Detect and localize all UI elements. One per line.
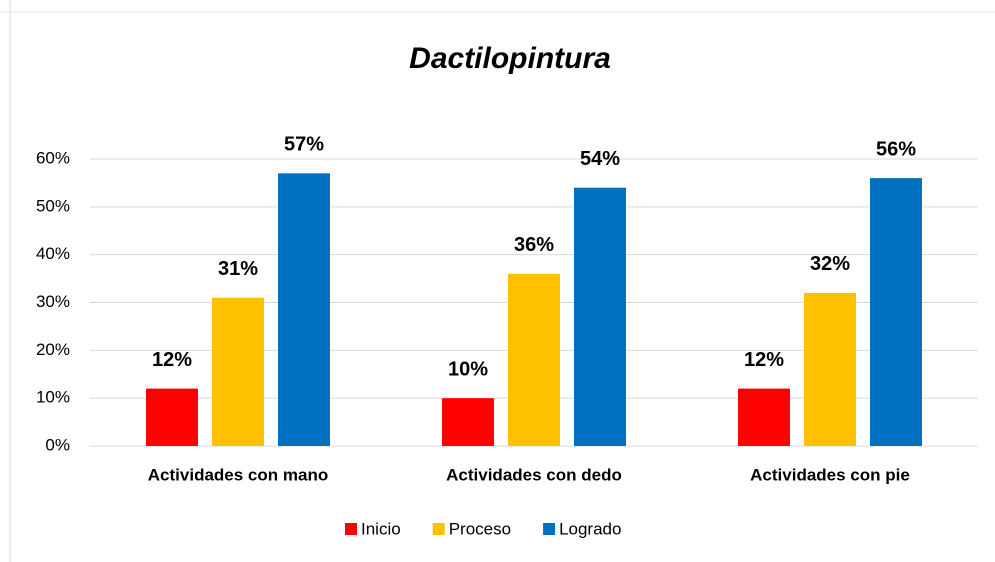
bar <box>574 187 626 446</box>
y-tick-label: 30% <box>36 292 70 311</box>
data-label: 56% <box>876 138 916 160</box>
data-label: 54% <box>580 148 620 170</box>
x-tick-label: Actividades con pie <box>750 465 910 484</box>
legend-label: Inicio <box>361 519 401 538</box>
bar <box>804 292 856 446</box>
legend-swatch <box>543 523 556 535</box>
bar <box>146 388 198 446</box>
y-tick-label: 40% <box>36 244 70 263</box>
data-label: 31% <box>218 258 258 280</box>
bar <box>738 388 790 446</box>
y-tick-label: 0% <box>45 435 70 454</box>
bar <box>870 178 922 446</box>
data-label: 10% <box>448 358 488 380</box>
data-label: 12% <box>744 349 784 371</box>
data-label: 57% <box>284 134 324 156</box>
y-tick-label: 50% <box>36 196 70 215</box>
bar <box>278 173 330 446</box>
legend-swatch <box>432 523 445 535</box>
data-label: 12% <box>152 349 192 371</box>
data-label: 32% <box>810 253 850 275</box>
y-tick-label: 20% <box>36 340 70 359</box>
x-tick-label: Actividades con dedo <box>446 465 622 484</box>
legend-label: Logrado <box>559 519 621 538</box>
bar <box>212 297 264 446</box>
bar <box>442 398 494 446</box>
data-label: 36% <box>514 234 554 256</box>
legend-label: Proceso <box>449 519 511 538</box>
legend-swatch <box>345 523 357 535</box>
x-tick-label: Actividades con mano <box>148 465 328 484</box>
chart-title: Dactilopintura <box>409 42 611 75</box>
y-tick-label: 10% <box>36 388 70 407</box>
y-tick-label: 60% <box>36 148 70 167</box>
bar <box>508 273 560 446</box>
